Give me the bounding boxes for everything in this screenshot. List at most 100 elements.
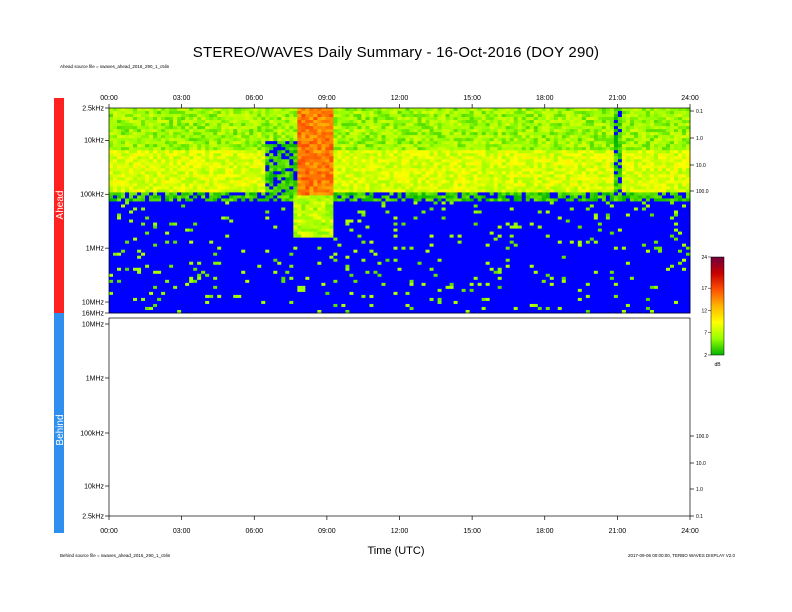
ahead-spectrogram-cell	[385, 138, 390, 142]
ahead-spectrogram-cell	[137, 174, 142, 178]
ahead-spectrogram-cell	[557, 162, 563, 166]
ahead-spectrogram-cell	[545, 153, 551, 157]
ahead-spectrogram-cell	[345, 126, 350, 130]
ahead-spectrogram-cell	[677, 204, 683, 208]
ahead-spectrogram-cell	[429, 150, 434, 154]
ahead-spectrogram-cell	[285, 123, 290, 127]
ahead-spectrogram-cell	[629, 141, 635, 145]
ahead-spectrogram-cell	[473, 138, 479, 142]
ahead-spectrogram-cell	[669, 183, 675, 187]
ahead-spectrogram-cell	[437, 150, 442, 154]
ahead-spectrogram-cell	[261, 156, 266, 160]
ahead-spectrogram-cell	[205, 147, 210, 151]
ahead-spectrogram-cell	[477, 135, 483, 139]
ahead-spectrogram-cell	[201, 114, 206, 118]
ahead-spectrogram-cell	[333, 177, 338, 181]
ahead-spectrogram-cell	[281, 201, 286, 205]
ahead-spectrogram-cell	[657, 147, 663, 151]
ahead-spectrogram-cell	[297, 111, 302, 115]
ahead-spectrogram-cell	[641, 165, 647, 169]
ahead-spectrogram-cell	[329, 156, 334, 160]
ahead-spectrogram-cell	[209, 147, 214, 151]
ahead-spectrogram-cell	[673, 195, 679, 199]
ahead-spectrogram-cell	[481, 135, 487, 139]
ahead-spectrogram-cell	[253, 174, 258, 178]
ahead-spectrogram-cell	[581, 192, 587, 196]
ahead-spectrogram-cell	[593, 117, 599, 121]
ahead-spectrogram-cell	[665, 165, 671, 169]
ahead-spectrogram-cell	[145, 141, 150, 145]
ahead-spectrogram-cell	[605, 138, 611, 142]
ahead-spectrogram-cell	[569, 201, 575, 205]
ahead-spectrogram-cell	[593, 132, 599, 136]
ahead-spectrogram-cell	[249, 135, 254, 139]
ahead-spectrogram-cell	[145, 210, 150, 214]
ahead-spectrogram-cell	[209, 171, 214, 175]
ahead-spectrogram-cell	[253, 195, 258, 199]
ahead-spectrogram-cell	[501, 195, 507, 199]
ahead-spectrogram-cell	[193, 132, 198, 136]
ahead-spectrogram-cell	[153, 111, 158, 115]
ahead-spectrogram-cell	[293, 165, 298, 169]
ahead-spectrogram-cell	[133, 159, 138, 163]
ahead-spectrogram-cell	[625, 177, 631, 181]
ahead-spectrogram-cell	[181, 135, 186, 139]
ahead-spectrogram-cell	[657, 168, 663, 172]
ahead-spectrogram-cell	[297, 204, 302, 208]
ahead-spectrogram-cell	[261, 183, 266, 187]
ahead-spectrogram-cell	[405, 129, 410, 133]
ahead-spectrogram-cell	[605, 186, 611, 190]
ahead-spectrogram-cell	[493, 108, 499, 112]
ahead-spectrogram-cell	[413, 162, 418, 166]
ahead-spectrogram-cell	[381, 207, 386, 211]
ahead-spectrogram-cell	[517, 108, 523, 112]
ahead-spectrogram-cell	[509, 153, 515, 157]
ahead-spectrogram-cell	[173, 210, 178, 214]
ahead-spectrogram-cell	[349, 147, 354, 151]
ahead-spectrogram-cell	[617, 132, 623, 136]
ahead-spectrogram-cell	[201, 141, 206, 145]
ahead-spectrogram-cell	[333, 210, 338, 214]
ahead-spectrogram-cell	[665, 147, 671, 151]
ahead-spectrogram-cell	[425, 168, 430, 172]
ahead-spectrogram-cell	[681, 123, 687, 127]
ahead-spectrogram-cell	[221, 156, 226, 160]
ahead-spectrogram-cell	[121, 156, 126, 160]
ahead-spectrogram-cell	[133, 120, 138, 124]
ahead-spectrogram-cell	[409, 195, 414, 199]
ahead-spectrogram-cell	[301, 192, 306, 196]
ahead-spectrogram-cell	[353, 132, 358, 136]
ahead-spectrogram-cell	[257, 201, 262, 205]
ahead-spectrogram-cell	[445, 168, 450, 172]
ahead-spectrogram-cell	[653, 126, 659, 130]
ahead-spectrogram-cell	[637, 174, 643, 178]
ahead-spectrogram-cell	[205, 114, 210, 118]
ahead-spectrogram-cell	[405, 192, 410, 196]
ahead-spectrogram-cell	[297, 156, 302, 160]
ahead-spectrogram-cell	[161, 132, 166, 136]
ahead-spectrogram-cell	[153, 147, 158, 151]
ahead-spectrogram-cell	[609, 186, 615, 190]
ahead-spectrogram-cell	[521, 198, 527, 202]
ahead-spectrogram-cell	[121, 174, 126, 178]
ahead-spectrogram-cell	[445, 141, 450, 145]
ahead-spectrogram-cell	[461, 108, 467, 112]
ahead-spectrogram-cell	[589, 159, 595, 163]
ahead-spectrogram-cell	[389, 156, 394, 160]
ahead-spectrogram-cell	[205, 210, 210, 214]
ahead-spectrogram-cell	[593, 174, 599, 178]
ahead-spectrogram-cell	[517, 186, 523, 190]
ahead-spectrogram-cell	[261, 126, 266, 130]
ahead-spectrogram-cell	[117, 204, 122, 208]
ahead-spectrogram-cell	[405, 135, 410, 139]
ahead-spectrogram-cell	[573, 159, 579, 163]
ahead-spectrogram-cell	[153, 120, 158, 124]
ahead-spectrogram-cell	[109, 138, 114, 142]
ahead-spectrogram-cell	[601, 111, 607, 115]
ahead-spectrogram-cell	[617, 114, 623, 118]
ahead-spectrogram-cell	[637, 123, 643, 127]
ahead-spectrogram-cell	[613, 186, 619, 190]
ahead-spectrogram-cell	[433, 171, 438, 175]
ahead-spectrogram-cell	[249, 183, 254, 187]
ahead-spectrogram-cell	[241, 147, 246, 151]
